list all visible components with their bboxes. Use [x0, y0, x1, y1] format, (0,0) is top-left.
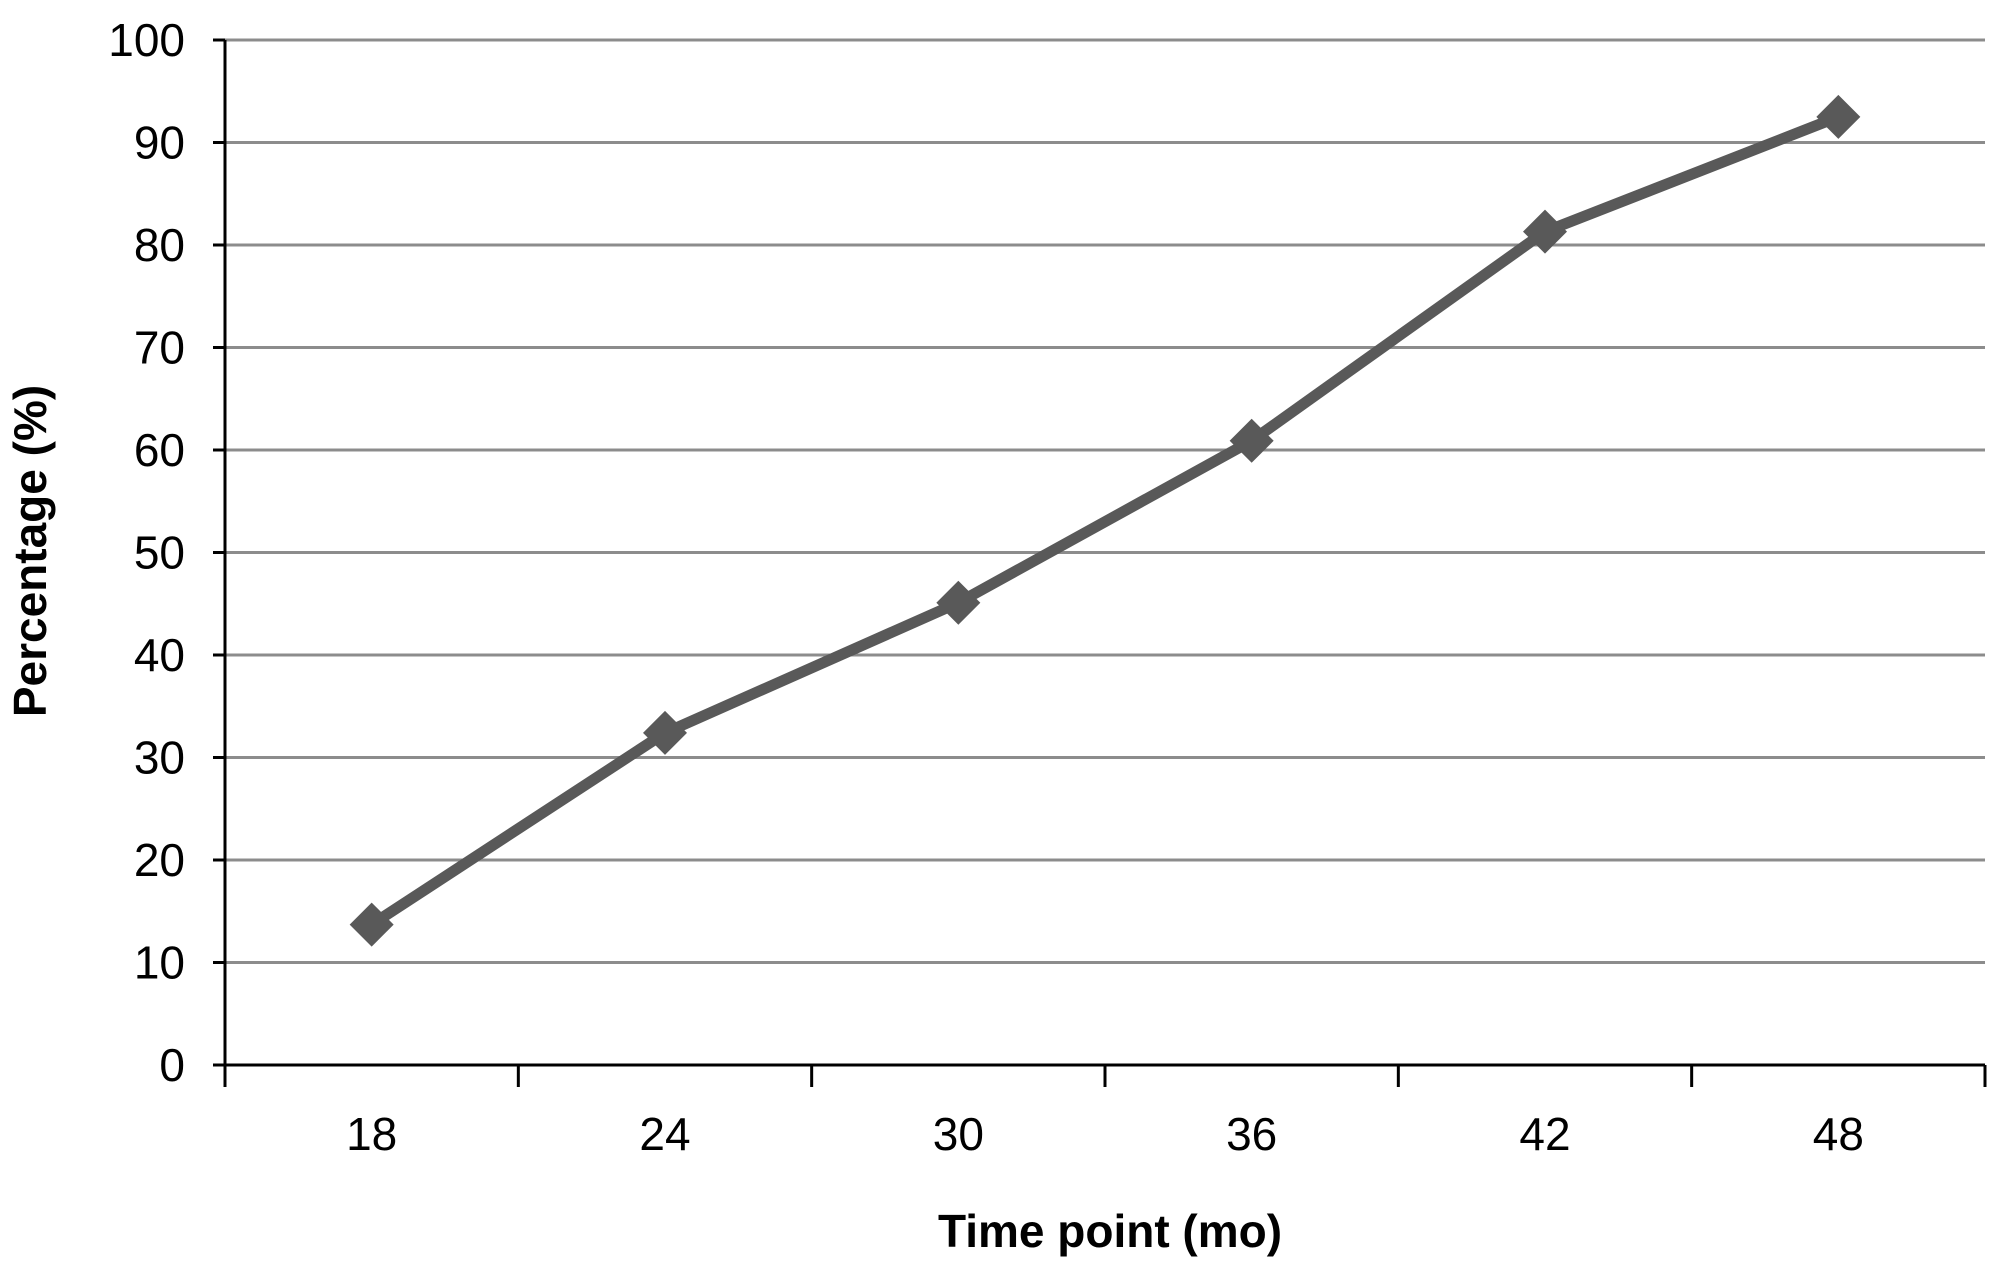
y-tick-label-40: 40	[134, 629, 185, 681]
x-tick-label-42: 42	[1519, 1108, 1570, 1160]
y-tick-label-0: 0	[159, 1039, 185, 1091]
y-tick-label-60: 60	[134, 424, 185, 476]
data-series	[349, 94, 1861, 947]
data-point-30	[936, 580, 981, 625]
y-tick-label-30: 30	[134, 732, 185, 784]
x-tick-label-18: 18	[346, 1108, 397, 1160]
y-tick-label-70: 70	[134, 322, 185, 374]
y-tick-label-90: 90	[134, 117, 185, 169]
axes	[213, 38, 1987, 1087]
x-tick-label-36: 36	[1226, 1108, 1277, 1160]
series-line-0	[366, 111, 1844, 931]
data-point-36	[1229, 418, 1274, 463]
y-tick-label-10: 10	[134, 937, 185, 989]
x-tick-label-48: 48	[1813, 1108, 1864, 1160]
y-axis-title: Percentage (%)	[4, 385, 56, 717]
y-tick-label-80: 80	[134, 219, 185, 271]
data-point-24	[643, 710, 687, 755]
x-tick-label-24: 24	[639, 1108, 690, 1160]
data-point-18	[349, 902, 394, 947]
y-tick-label-100: 100	[108, 14, 185, 66]
y-tick-labels: 0 10 20 30 40 50 60 70 80 90 100	[108, 14, 185, 1091]
gridlines	[225, 38, 1985, 964]
y-tick-label-50: 50	[134, 527, 185, 579]
data-point-42	[1523, 209, 1567, 254]
data-point-48	[1816, 94, 1861, 139]
x-tick-label-30: 30	[933, 1108, 984, 1160]
y-tick-label-20: 20	[134, 834, 185, 886]
x-tick-labels: 18 24 30 36 42 48	[346, 1108, 1864, 1160]
x-axis-title: Time point (mo)	[938, 1205, 1282, 1257]
